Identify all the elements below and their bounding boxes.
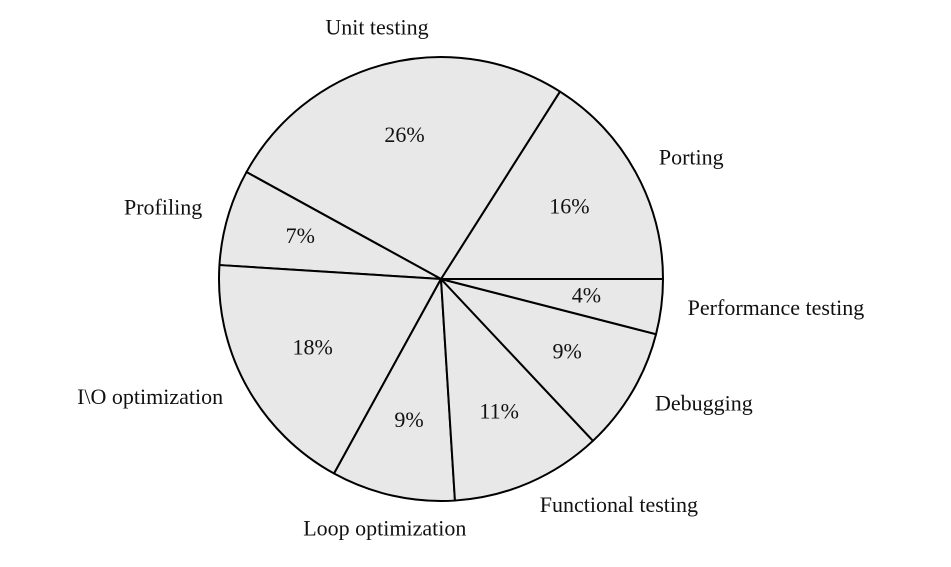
- category-label: Performance testing: [688, 295, 865, 320]
- pie-slice: [245, 56, 561, 280]
- category-label: Porting: [659, 144, 724, 169]
- category-label: Loop optimization: [303, 515, 466, 540]
- pie-slice: [440, 90, 664, 280]
- value-label: 18%: [292, 335, 332, 360]
- category-label: Unit testing: [325, 15, 428, 40]
- category-label: Functional testing: [540, 492, 698, 517]
- value-label: 9%: [394, 407, 423, 432]
- value-label: 16%: [549, 193, 589, 218]
- value-label: 11%: [479, 399, 519, 424]
- value-label: 4%: [572, 282, 601, 307]
- value-label: 7%: [286, 223, 315, 248]
- pie-slice: [440, 278, 664, 336]
- pie-slice: [440, 278, 658, 442]
- pie-slice: [333, 278, 456, 502]
- pie-slice: [440, 278, 594, 502]
- category-label: Profiling: [124, 195, 202, 220]
- value-label: 9%: [552, 339, 581, 364]
- value-label: 26%: [384, 122, 424, 147]
- category-label: Debugging: [655, 391, 753, 416]
- category-label: I\O optimization: [77, 384, 223, 409]
- pie-slice: [218, 264, 442, 475]
